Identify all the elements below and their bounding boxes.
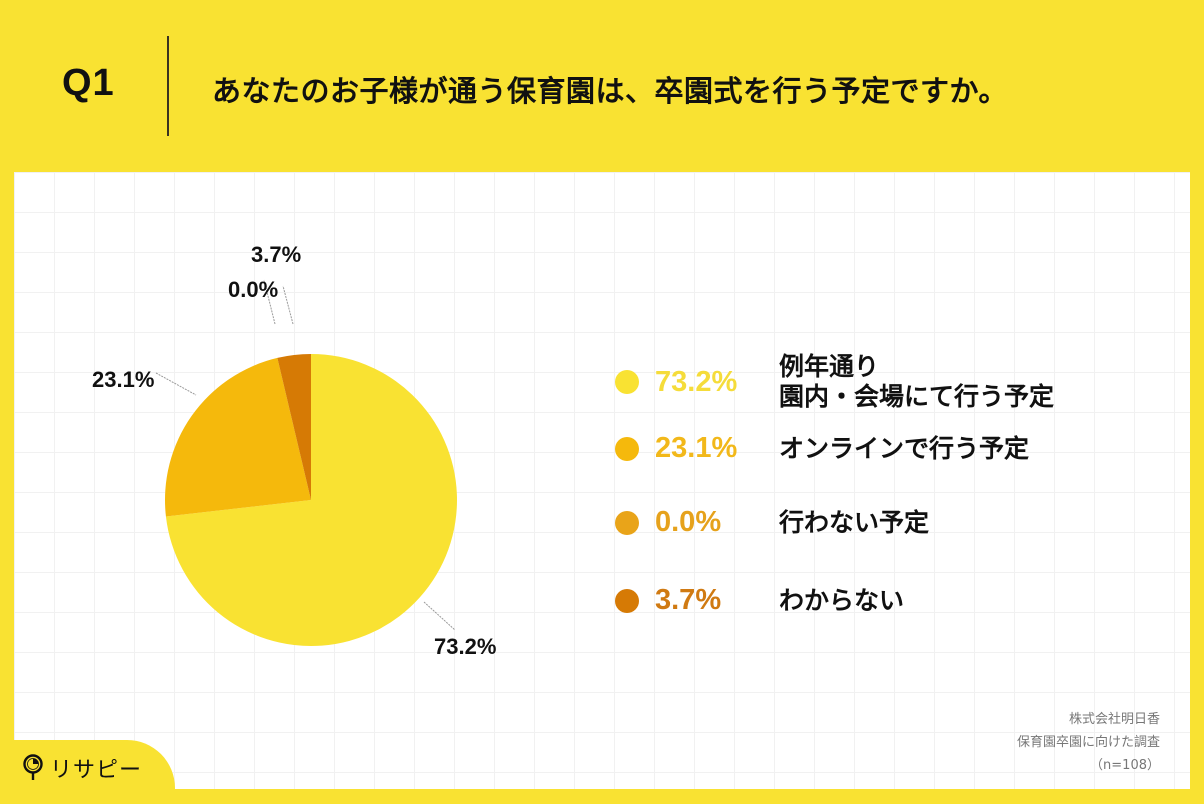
legend-pct: 73.2%	[655, 365, 738, 398]
legend-label: オンラインで行う予定	[779, 433, 1030, 463]
pie-slices	[165, 354, 458, 646]
legend-item-none: 0.0% 行わない予定	[615, 506, 929, 539]
pie-slice	[165, 354, 458, 646]
question-number: Q1	[62, 62, 115, 104]
legend-dot-icon	[615, 436, 639, 461]
pie-label-as-usual: 73.2%	[434, 634, 497, 659]
pie-slice	[277, 354, 311, 500]
pie-label-none: 0.0%	[228, 277, 279, 302]
pie-slice	[165, 357, 311, 517]
logo-text: リサピー	[50, 758, 143, 783]
question-title: あなたのお子様が通う保育園は、卒園式を行う予定ですか。	[212, 74, 1008, 108]
legend-label: 例年通り 園内・会場にて行う予定	[779, 352, 1054, 412]
legend-pct: 0.0%	[655, 506, 722, 538]
legend-item-online: 23.1% オンラインで行う予定	[615, 432, 1029, 465]
legend-label: わからない	[779, 585, 905, 615]
legend-label: 行わない予定	[779, 507, 930, 537]
pie-label-unknown: 3.7%	[251, 242, 302, 267]
pin-icon	[23, 754, 43, 780]
legend-item-as-usual: 73.2% 例年通り 園内・会場にて行う予定	[615, 352, 1054, 412]
legend-item-unknown: 3.7% わからない	[615, 584, 904, 617]
legend-pct: 3.7%	[655, 584, 722, 616]
logo: リサピー	[22, 752, 142, 784]
header-divider	[167, 36, 169, 136]
pie-chart	[155, 279, 458, 646]
legend-dot-icon	[615, 588, 639, 613]
source-note: 株式会社明日香 保育園卒園に向けた調査 （n=108）	[1017, 708, 1160, 777]
chart-card: 3.7% 0.0% 23.1% 73.2%	[14, 172, 1190, 789]
legend-dot-icon	[615, 510, 639, 535]
legend-label-line2: 園内・会場にて行う予定	[779, 382, 1055, 411]
header: Q1 あなたのお子様が通う保育園は、卒園式を行う予定ですか。	[0, 0, 1204, 172]
legend-pct: 23.1%	[655, 432, 738, 464]
pie-label-online: 23.1%	[92, 367, 155, 392]
legend-label-line1: 例年通り	[779, 352, 880, 381]
source-company: 株式会社明日香	[1068, 712, 1160, 727]
legend-dot-icon	[615, 370, 639, 394]
source-survey: 保育園卒園に向けた調査	[1016, 735, 1160, 750]
source-sample-size: （n=108）	[1090, 758, 1160, 773]
leader-lines	[155, 279, 456, 631]
